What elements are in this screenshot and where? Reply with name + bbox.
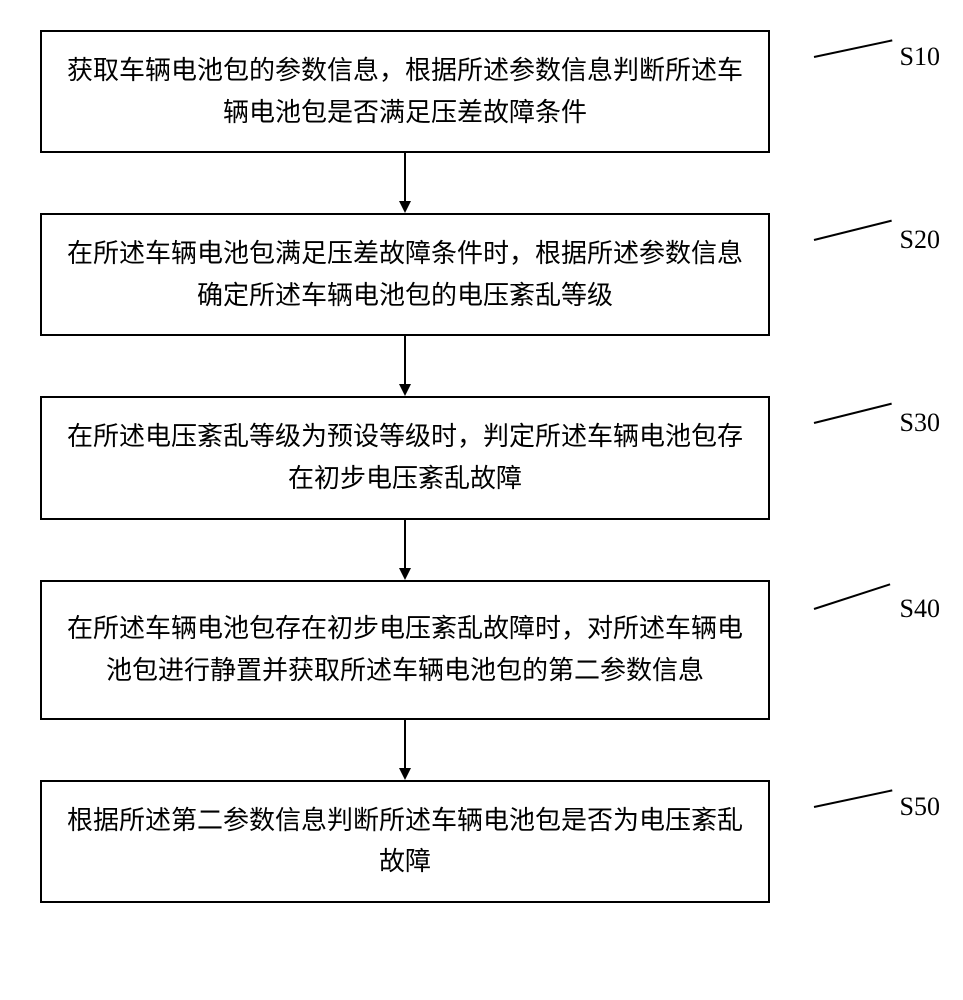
step-label-s10: S10 — [814, 42, 940, 72]
step-label-s50: S50 — [814, 792, 940, 822]
label-connector — [813, 39, 892, 58]
step-box-s30: 在所述电压紊乱等级为预设等级时，判定所述车辆电池包存在初步电压紊乱故障 — [40, 396, 770, 519]
step-box-s50: 根据所述第二参数信息判断所述车辆电池包是否为电压紊乱故障 — [40, 780, 770, 903]
step-label-s30: S30 — [814, 408, 940, 438]
flowchart-container: 获取车辆电池包的参数信息，根据所述参数信息判断所述车辆电池包是否满足压差故障条件… — [40, 30, 920, 903]
step-label-s40: S40 — [814, 594, 940, 624]
step-row-s20: 在所述车辆电池包满足压差故障条件时，根据所述参数信息确定所述车辆电池包的电压紊乱… — [40, 213, 920, 336]
step-row-s30: 在所述电压紊乱等级为预设等级时，判定所述车辆电池包存在初步电压紊乱故障 S30 — [40, 396, 920, 519]
label-connector — [813, 583, 890, 610]
arrow-2 — [40, 336, 770, 396]
step-row-s10: 获取车辆电池包的参数信息，根据所述参数信息判断所述车辆电池包是否满足压差故障条件… — [40, 30, 920, 153]
label-connector — [813, 220, 891, 241]
step-id-s10: S10 — [900, 42, 940, 72]
step-id-s20: S20 — [900, 225, 940, 255]
step-row-s40: 在所述车辆电池包存在初步电压紊乱故障时，对所述车辆电池包进行静置并获取所述车辆电… — [40, 580, 920, 720]
step-id-s50: S50 — [900, 792, 940, 822]
step-row-s50: 根据所述第二参数信息判断所述车辆电池包是否为电压紊乱故障 S50 — [40, 780, 920, 903]
arrow-3 — [40, 520, 770, 580]
step-id-s40: S40 — [900, 594, 940, 624]
step-box-s20: 在所述车辆电池包满足压差故障条件时，根据所述参数信息确定所述车辆电池包的电压紊乱… — [40, 213, 770, 336]
arrow-1 — [40, 153, 770, 213]
step-label-s20: S20 — [814, 225, 940, 255]
step-box-s40: 在所述车辆电池包存在初步电压紊乱故障时，对所述车辆电池包进行静置并获取所述车辆电… — [40, 580, 770, 720]
label-connector — [813, 403, 891, 424]
label-connector — [813, 789, 892, 808]
step-id-s30: S30 — [900, 408, 940, 438]
arrow-4 — [40, 720, 770, 780]
step-box-s10: 获取车辆电池包的参数信息，根据所述参数信息判断所述车辆电池包是否满足压差故障条件 — [40, 30, 770, 153]
